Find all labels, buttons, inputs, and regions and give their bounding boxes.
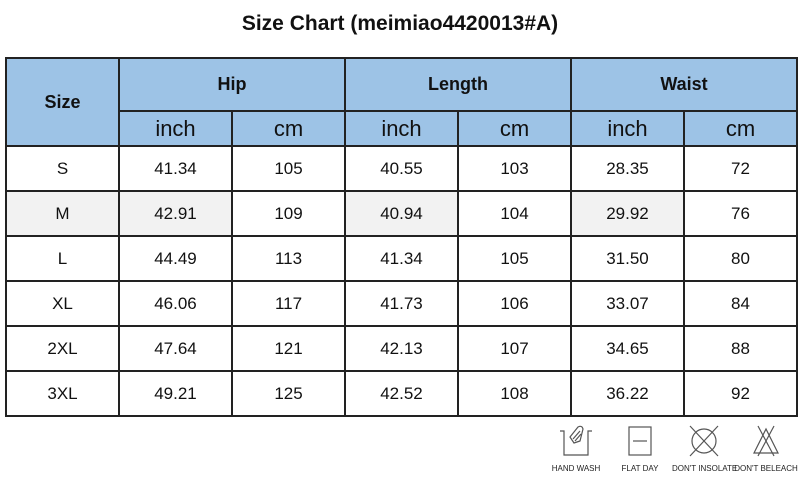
value-cell: 36.22 [570, 370, 685, 417]
value-cell: 40.55 [344, 145, 459, 192]
value-cell: 109 [231, 190, 346, 237]
unit-header: inch [570, 110, 685, 147]
size-cell: M [5, 190, 120, 237]
value-cell: 41.34 [344, 235, 459, 282]
value-cell: 92 [683, 370, 798, 417]
value-cell: 106 [457, 280, 572, 327]
value-cell: 49.21 [118, 370, 233, 417]
value-cell: 46.06 [118, 280, 233, 327]
table-row: XL 46.06 117 41.73 106 33.07 84 [5, 280, 798, 327]
dont-insolate-label: DON'T INSOLATE [672, 464, 738, 473]
value-cell: 40.94 [344, 190, 459, 237]
value-cell: 44.49 [118, 235, 233, 282]
value-cell: 29.92 [570, 190, 685, 237]
size-cell: 2XL [5, 325, 120, 372]
hand-wash-icon [560, 425, 592, 456]
value-cell: 72 [683, 145, 798, 192]
value-cell: 117 [231, 280, 346, 327]
unit-header: inch [118, 110, 233, 147]
value-cell: 105 [231, 145, 346, 192]
value-cell: 125 [231, 370, 346, 417]
unit-header: inch [344, 110, 459, 147]
care-icons: HAND WASH FLAT DAY DON'T INSOLATE DON'T … [544, 423, 800, 487]
dont-insolate-icon [689, 425, 719, 457]
unit-header: cm [683, 110, 798, 147]
flat-dry-label: FLAT DAY [621, 464, 659, 473]
value-cell: 42.52 [344, 370, 459, 417]
dont-bleach-icon [753, 425, 779, 457]
value-cell: 47.64 [118, 325, 233, 372]
dont-insolate: DON'T INSOLATE [672, 423, 738, 474]
hand-wash-label: HAND WASH [551, 464, 601, 473]
table-row: M 42.91 109 40.94 104 29.92 76 [5, 190, 798, 237]
flat-dry: FLAT DAY [608, 423, 672, 474]
flat-dry-icon [628, 426, 652, 456]
value-cell: 31.50 [570, 235, 685, 282]
size-chart-table: Size Hip Length Waist inch cm inch cm in… [5, 57, 798, 417]
length-header: Length [344, 57, 572, 112]
dont-bleach: DON'T BELEACH [734, 423, 798, 474]
hip-header: Hip [118, 57, 346, 112]
value-cell: 33.07 [570, 280, 685, 327]
value-cell: 88 [683, 325, 798, 372]
table-row: 3XL 49.21 125 42.52 108 36.22 92 [5, 370, 798, 417]
table-row: 2XL 47.64 121 42.13 107 34.65 88 [5, 325, 798, 372]
value-cell: 113 [231, 235, 346, 282]
value-cell: 76 [683, 190, 798, 237]
value-cell: 42.13 [344, 325, 459, 372]
hand-wash: HAND WASH [544, 423, 608, 474]
value-cell: 34.65 [570, 325, 685, 372]
table-row: L 44.49 113 41.34 105 31.50 80 [5, 235, 798, 282]
value-cell: 84 [683, 280, 798, 327]
value-cell: 28.35 [570, 145, 685, 192]
size-header: Size [5, 57, 120, 147]
value-cell: 121 [231, 325, 346, 372]
page-title: Size Chart (meimiao4420013#A) [241, 12, 559, 35]
size-cell: S [5, 145, 120, 192]
value-cell: 41.34 [118, 145, 233, 192]
value-cell: 104 [457, 190, 572, 237]
unit-header: cm [231, 110, 346, 147]
value-cell: 80 [683, 235, 798, 282]
value-cell: 105 [457, 235, 572, 282]
dont-bleach-label: DON'T BELEACH [734, 464, 798, 473]
size-cell: 3XL [5, 370, 120, 417]
unit-header: cm [457, 110, 572, 147]
size-cell: XL [5, 280, 120, 327]
value-cell: 103 [457, 145, 572, 192]
table-row: S 41.34 105 40.55 103 28.35 72 [5, 145, 798, 192]
size-cell: L [5, 235, 120, 282]
waist-header: Waist [570, 57, 798, 112]
value-cell: 107 [457, 325, 572, 372]
value-cell: 108 [457, 370, 572, 417]
value-cell: 42.91 [118, 190, 233, 237]
value-cell: 41.73 [344, 280, 459, 327]
